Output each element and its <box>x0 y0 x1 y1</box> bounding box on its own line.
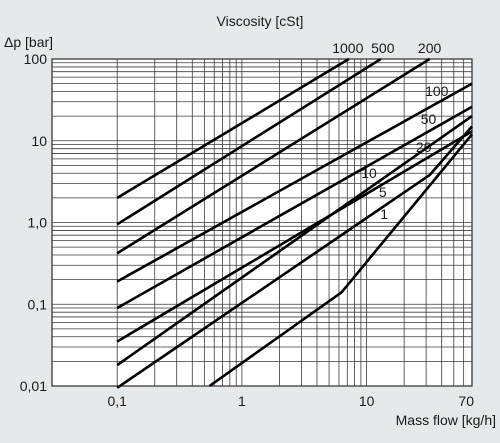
x-tick-label: 1 <box>238 393 246 409</box>
curve-200-cst <box>116 57 431 255</box>
series-label-10: 10 <box>361 165 377 181</box>
y-tick-label: 10 <box>31 133 47 149</box>
curves <box>116 57 474 389</box>
series-label-200: 200 <box>418 40 442 56</box>
y-tick-label: 0,1 <box>28 296 48 312</box>
curve-5-cst <box>116 125 473 389</box>
x-axis-label: Mass flow [kg/h] <box>396 412 496 428</box>
y-tick-label: 100 <box>24 51 48 67</box>
curve-10-cst <box>116 115 473 367</box>
curve-1-cst <box>208 133 474 388</box>
series-label-500: 500 <box>371 40 395 56</box>
chart-title: Viscosity [cSt] <box>217 13 304 29</box>
curve-1000-cst <box>116 57 350 200</box>
curve-100-cst <box>116 82 473 283</box>
tick-labels: 0,1 1 10 70 0,01 0,1 1,0 10 100 <box>20 51 474 409</box>
y-tick-label: 1,0 <box>28 215 48 231</box>
series-label-1: 1 <box>380 206 388 222</box>
x-tick-label: 0,1 <box>107 393 127 409</box>
series-label-5: 5 <box>379 184 387 200</box>
x-tick-label: 70 <box>458 393 474 409</box>
series-label-50: 50 <box>421 111 437 127</box>
curve-500-cst <box>116 57 382 226</box>
y-tick-label: 0,01 <box>20 378 47 394</box>
curve-20-cst <box>116 130 473 343</box>
series-label-100: 100 <box>425 83 449 99</box>
series-label-20: 20 <box>416 139 432 155</box>
curve-50-cst <box>116 105 473 310</box>
series-labels: 1000 500 200 100 50 20 105 1 <box>332 40 448 222</box>
series-label-1000: 1000 <box>332 40 363 56</box>
y-axis-label: Δp [bar] <box>4 34 53 50</box>
x-tick-label: 10 <box>359 393 375 409</box>
